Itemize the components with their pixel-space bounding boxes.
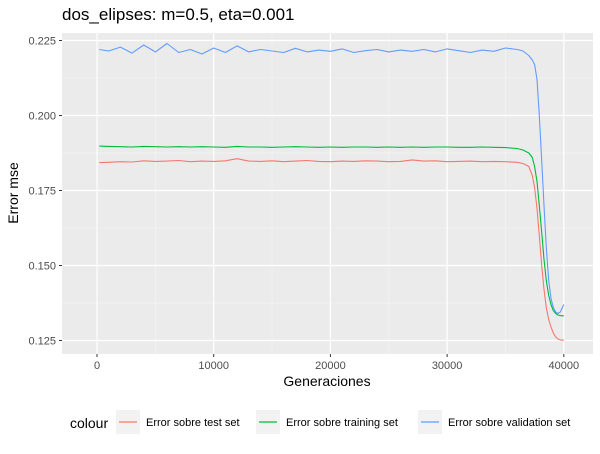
legend-label: Error sobre validation set <box>448 417 570 429</box>
x-tick-label: 10000 <box>198 360 229 372</box>
x-axis: 0 10000 20000 30000 40000 <box>94 354 579 372</box>
x-tick-label: 0 <box>94 360 100 372</box>
series-line-2 <box>99 42 565 315</box>
legend: colour Error sobre test set Error sobre t… <box>70 410 570 434</box>
grid-minor <box>62 33 593 354</box>
grid-major <box>62 33 593 354</box>
y-tick-label: 0.225 <box>28 36 56 48</box>
y-tick-label: 0.200 <box>28 111 56 123</box>
plot-panel <box>62 33 593 354</box>
x-tick-label: 30000 <box>432 360 463 372</box>
y-axis: 0.125 0.150 0.175 0.200 0.225 <box>28 36 62 348</box>
legend-label: Error sobre training set <box>286 417 398 429</box>
legend-title: colour <box>70 415 108 431</box>
series-layer <box>99 42 565 341</box>
y-tick-label: 0.150 <box>28 261 56 273</box>
series-line-1 <box>99 145 564 317</box>
y-tick-label: 0.125 <box>28 336 56 348</box>
legend-label: Error sobre test set <box>146 417 240 429</box>
y-tick-label: 0.175 <box>28 186 56 198</box>
series-line-0 <box>99 158 564 341</box>
chart-title: dos_elipses: m=0.5, eta=0.001 <box>62 5 295 24</box>
x-axis-title: Generaciones <box>283 373 370 389</box>
x-tick-label: 40000 <box>549 360 580 372</box>
x-tick-label: 20000 <box>315 360 346 372</box>
y-axis-title: Error mse <box>5 162 21 224</box>
